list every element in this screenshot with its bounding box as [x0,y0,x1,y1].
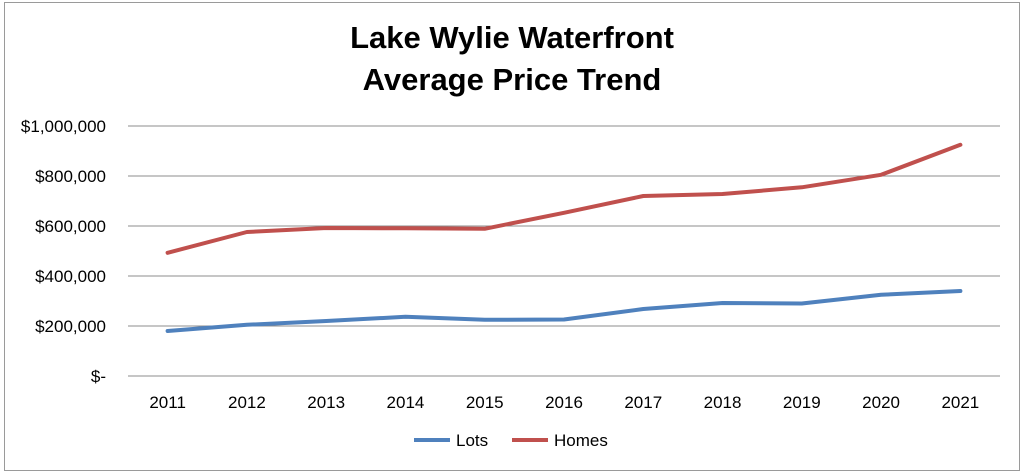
chart-frame [4,2,1020,471]
legend-label-lots: Lots [456,431,488,450]
x-tick-label: 2017 [624,393,662,412]
gridlines [128,125,1000,377]
x-tick-label: 2019 [783,393,821,412]
y-tick-label: $200,000 [35,317,106,336]
x-tick-label: 2012 [228,393,266,412]
y-tick-label: $800,000 [35,167,106,186]
x-tick-label: 2014 [387,393,425,412]
series-lines [165,142,963,333]
y-axis-ticks: $- $200,000 $400,000 $600,000 $800,000 $1,000… [21,117,106,386]
x-tick-label: 2013 [307,393,345,412]
x-tick-label: 2018 [704,393,742,412]
y-tick-label: $- [91,367,106,386]
x-tick-label: 2020 [862,393,900,412]
legend: Lots Homes [414,431,608,450]
chart-title: Lake Wylie Waterfront [350,20,674,55]
y-tick-label: $400,000 [35,267,106,286]
x-tick-label: 2015 [466,393,504,412]
y-tick-label: $1,000,000 [21,117,106,136]
legend-label-homes: Homes [554,431,608,450]
series-line-homes [165,142,963,255]
x-tick-label: 2011 [149,393,186,412]
chart-subtitle: Average Price Trend [363,62,662,97]
x-axis-ticks: 2011 2012 2013 2014 2015 2016 2017 2018 2019 2020… [149,393,979,412]
series-line-lots [165,289,963,333]
y-tick-label: $600,000 [35,217,106,236]
x-tick-label: 2021 [941,393,979,412]
x-tick-label: 2016 [545,393,583,412]
